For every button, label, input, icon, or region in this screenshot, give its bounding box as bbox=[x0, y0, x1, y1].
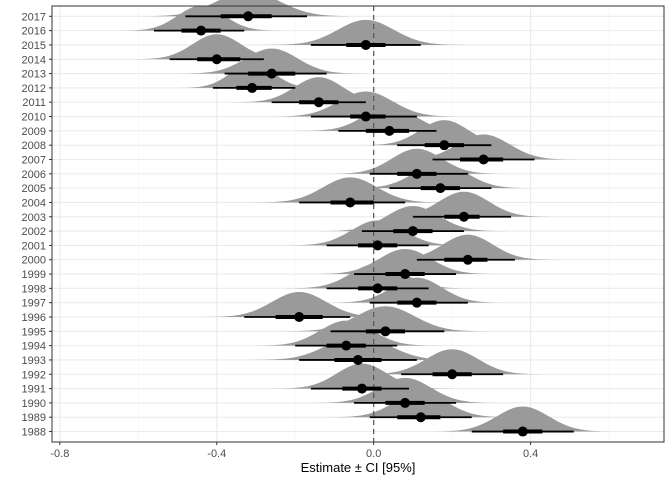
x-tick-label: 0.4 bbox=[523, 448, 538, 460]
point-estimate-2006 bbox=[411, 168, 422, 179]
density-2004 bbox=[252, 177, 448, 203]
density-2000 bbox=[377, 234, 558, 260]
point-estimate-2002 bbox=[407, 226, 418, 237]
point-estimate-2015 bbox=[360, 39, 371, 50]
y-tick-label-2011: 2011 bbox=[22, 97, 46, 109]
point-estimate-1989 bbox=[415, 412, 426, 423]
point-estimate-2012 bbox=[247, 82, 258, 93]
y-tick-label-2014: 2014 bbox=[22, 54, 46, 66]
density-2014 bbox=[130, 34, 304, 60]
point-estimate-1992 bbox=[447, 369, 458, 380]
point-estimate-1997 bbox=[411, 297, 422, 308]
point-estimate-2004 bbox=[345, 197, 356, 208]
point-estimate-1994 bbox=[341, 340, 352, 351]
density-2011 bbox=[232, 77, 406, 103]
y-tick-label-2016: 2016 bbox=[22, 26, 46, 38]
point-estimate-1988 bbox=[517, 426, 528, 437]
density-1995 bbox=[280, 306, 490, 332]
density-1991 bbox=[271, 363, 452, 389]
point-estimate-2013 bbox=[266, 68, 277, 79]
panel-border bbox=[51, 5, 665, 443]
y-tick-label-1994: 1994 bbox=[22, 341, 46, 353]
point-estimate-1991 bbox=[356, 383, 367, 394]
point-estimate-2014 bbox=[211, 54, 222, 65]
y-tick-label-1997: 1997 bbox=[22, 298, 46, 310]
y-tick-label-2017: 2017 bbox=[22, 11, 46, 23]
point-estimate-1990 bbox=[400, 397, 411, 408]
density-2003 bbox=[373, 191, 554, 217]
point-estimate-2001 bbox=[372, 240, 383, 251]
density-2007 bbox=[389, 134, 578, 160]
density-2006 bbox=[326, 148, 507, 174]
point-estimate-2010 bbox=[360, 111, 371, 122]
density-1988 bbox=[429, 406, 617, 432]
point-estimate-1995 bbox=[380, 326, 391, 337]
point-estimate-2008 bbox=[439, 140, 450, 151]
y-tick-label-2006: 2006 bbox=[22, 169, 46, 181]
point-estimate-2016 bbox=[196, 25, 207, 36]
y-tick-label-2012: 2012 bbox=[22, 83, 46, 95]
point-layer bbox=[196, 11, 528, 437]
y-tick-label-2005: 2005 bbox=[22, 183, 46, 195]
density-2009 bbox=[299, 105, 480, 131]
y-tick-label-2002: 2002 bbox=[22, 226, 46, 238]
density-2002 bbox=[319, 206, 507, 232]
y-tick-label-2001: 2001 bbox=[22, 240, 46, 252]
y-tick-label-2010: 2010 bbox=[22, 112, 46, 124]
point-estimate-2000 bbox=[462, 254, 473, 265]
point-estimate-2003 bbox=[458, 211, 469, 222]
y-tick-label-2013: 2013 bbox=[22, 69, 46, 81]
y-tick-label-2004: 2004 bbox=[22, 197, 46, 209]
y-tick-label-1998: 1998 bbox=[22, 283, 46, 295]
point-estimate-2005 bbox=[435, 183, 446, 194]
y-tick-label-1995: 1995 bbox=[22, 326, 46, 338]
point-estimate-2017 bbox=[243, 11, 254, 22]
x-tick-label: 0.0 bbox=[366, 448, 381, 460]
y-tick-label-2003: 2003 bbox=[22, 212, 46, 224]
x-tick-label: -0.8 bbox=[50, 448, 69, 460]
y-axis-ticks: 2017 2016 2015 2014 2013 2012 2011 2010 2009 2008… bbox=[22, 11, 52, 439]
density-2016 bbox=[118, 5, 284, 31]
density-1999 bbox=[311, 248, 499, 275]
y-tick-label-2008: 2008 bbox=[22, 140, 46, 152]
y-tick-label-1993: 1993 bbox=[22, 355, 46, 367]
density-2010 bbox=[268, 91, 464, 117]
y-tick-label-2015: 2015 bbox=[22, 40, 46, 52]
x-tick-label: -0.4 bbox=[207, 448, 226, 460]
density-layer bbox=[118, 0, 617, 432]
point-estimate-1996 bbox=[294, 311, 305, 322]
density-1998 bbox=[283, 263, 472, 289]
density-2005 bbox=[346, 163, 535, 189]
x-axis-title: Estimate ± CI [95%] bbox=[301, 460, 416, 475]
point-estimate-2007 bbox=[478, 154, 489, 165]
density-1990 bbox=[311, 377, 499, 403]
y-tick-label-1996: 1996 bbox=[22, 312, 46, 324]
y-tick-label-1999: 1999 bbox=[22, 269, 46, 281]
density-1992 bbox=[358, 349, 546, 375]
point-estimate-2009 bbox=[384, 125, 395, 136]
density-1996 bbox=[201, 291, 397, 317]
y-tick-label-2000: 2000 bbox=[22, 255, 46, 267]
y-tick-label-1988: 1988 bbox=[22, 427, 46, 439]
density-1997 bbox=[326, 277, 507, 303]
point-estimate-1998 bbox=[372, 283, 383, 294]
y-tick-label-2009: 2009 bbox=[22, 126, 46, 138]
point-estimate-1993 bbox=[353, 354, 363, 365]
y-tick-label-1990: 1990 bbox=[22, 398, 46, 410]
point-estimate-2011 bbox=[313, 97, 324, 108]
density-2013 bbox=[178, 48, 366, 74]
y-tick-label-1989: 1989 bbox=[22, 412, 46, 424]
y-tick-label-1992: 1992 bbox=[22, 369, 46, 381]
y-tick-label-2007: 2007 bbox=[22, 154, 46, 166]
x-axis-ticks: -0.8 -0.4 0.0 0.4 bbox=[50, 442, 538, 460]
density-2015 bbox=[264, 19, 467, 45]
point-estimate-1999 bbox=[400, 269, 411, 280]
density-2008 bbox=[357, 120, 531, 146]
density-1994 bbox=[252, 320, 440, 346]
y-tick-label-1991: 1991 bbox=[22, 384, 46, 396]
density-2001 bbox=[283, 220, 472, 246]
